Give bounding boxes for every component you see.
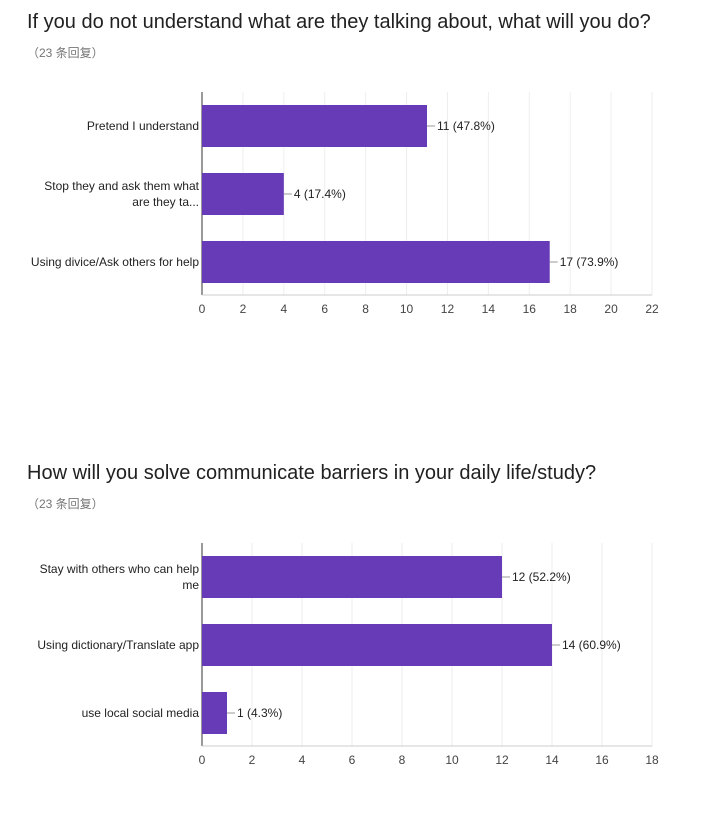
category-label: me (182, 578, 199, 592)
x-tick-label: 6 (349, 753, 356, 767)
bar (202, 105, 427, 147)
category-label: Using dictionary/Translate app (37, 638, 199, 652)
x-tick-label: 2 (249, 753, 256, 767)
category-label: Stay with others who can help (40, 562, 200, 576)
bar (202, 556, 502, 598)
x-tick-label: 10 (445, 753, 459, 767)
x-tick-label: 16 (595, 753, 609, 767)
x-tick-label: 8 (362, 302, 369, 316)
x-tick-label: 20 (604, 302, 618, 316)
data-label: 1 (4.3%) (237, 706, 282, 720)
x-tick-label: 14 (545, 753, 559, 767)
response-count: （23 条回复） (27, 46, 104, 60)
x-tick-label: 4 (280, 302, 287, 316)
x-tick-label: 10 (400, 302, 414, 316)
x-tick-label: 2 (240, 302, 247, 316)
x-tick-label: 6 (321, 302, 328, 316)
bar (202, 624, 552, 666)
x-tick-label: 18 (564, 302, 578, 316)
question-title: How will you solve communicate barriers … (27, 462, 597, 484)
data-label: 17 (73.9%) (560, 255, 619, 269)
x-tick-label: 4 (299, 753, 306, 767)
data-label: 4 (17.4%) (294, 187, 346, 201)
x-tick-label: 12 (441, 302, 455, 316)
x-tick-label: 22 (645, 302, 659, 316)
question-title: If you do not understand what are they t… (27, 11, 651, 33)
x-tick-label: 18 (645, 753, 659, 767)
category-label: are they ta... (132, 195, 199, 209)
category-label: Using divice/Ask others for help (31, 255, 199, 269)
data-label: 14 (60.9%) (562, 638, 621, 652)
bar (202, 173, 284, 215)
x-tick-label: 8 (399, 753, 406, 767)
bar (202, 692, 227, 734)
x-tick-label: 16 (523, 302, 537, 316)
category-label: Pretend I understand (87, 119, 199, 133)
x-tick-label: 0 (199, 302, 206, 316)
data-label: 12 (52.2%) (512, 570, 571, 584)
category-label: Stop they and ask them what (44, 179, 199, 193)
x-tick-label: 14 (482, 302, 496, 316)
bar (202, 241, 550, 283)
response-count: （23 条回复） (27, 497, 104, 511)
bar-chart-1: 0 2 4 6 8 10 12 14 16 18 20 22 11 (47.8%) Pretend I u… (31, 92, 659, 316)
data-label: 11 (47.8%) (437, 119, 495, 133)
category-label: use local social media (82, 706, 200, 720)
x-tick-label: 12 (495, 753, 509, 767)
x-tick-label: 0 (199, 753, 206, 767)
